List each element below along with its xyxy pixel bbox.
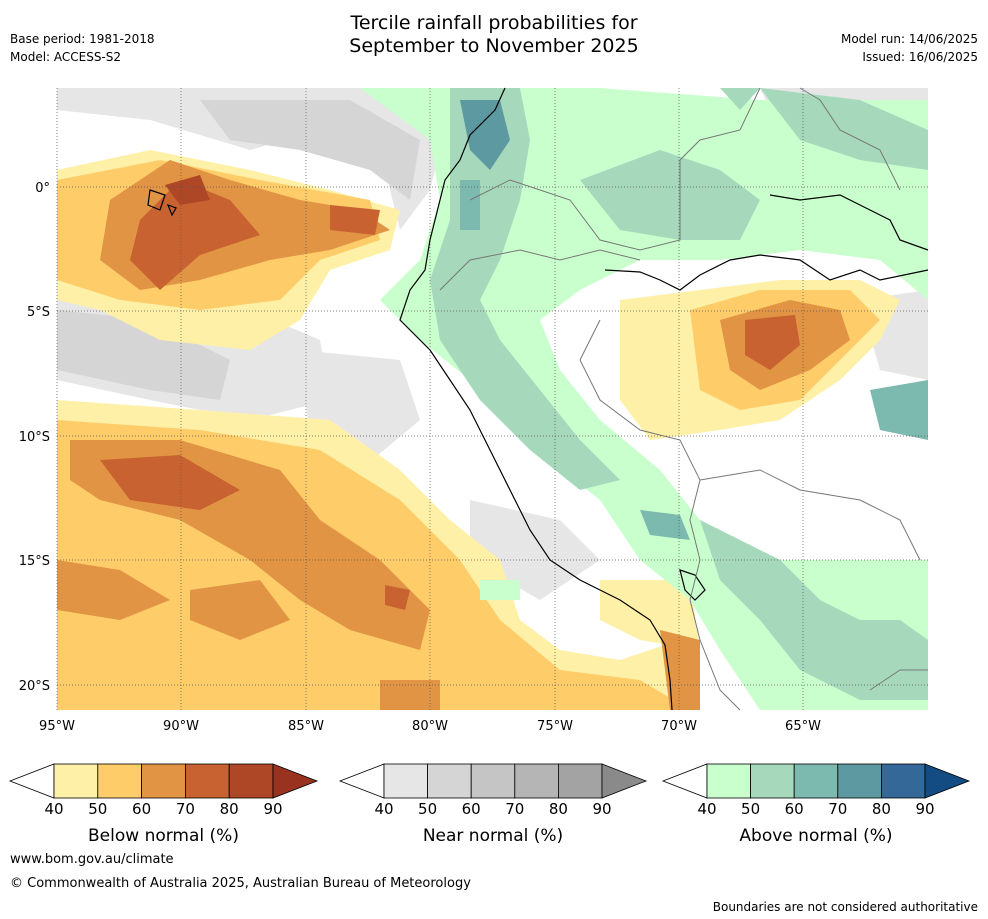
map-title: Tercile rainfall probabilities for Septe… bbox=[0, 12, 988, 58]
colorbar-below bbox=[8, 763, 319, 799]
footer-copyright: © Commonwealth of Australia 2025, Austra… bbox=[10, 876, 471, 891]
colorbar-near bbox=[338, 763, 648, 799]
issued-date: Issued: 16/06/2025 bbox=[862, 50, 978, 64]
above-normal-title: Above normal (%) bbox=[739, 826, 893, 846]
below-tick-70: 70 bbox=[175, 800, 195, 818]
model-run: Model run: 14/06/2025 bbox=[840, 32, 978, 46]
near-tick-60: 60 bbox=[461, 800, 481, 818]
below-tick-90: 90 bbox=[263, 800, 283, 818]
lat-label-0: 0° bbox=[35, 181, 50, 196]
title-line-1: Tercile rainfall probabilities for bbox=[350, 12, 638, 34]
lat-label-15s: 15°S bbox=[19, 554, 50, 569]
near-normal-title: Near normal (%) bbox=[422, 826, 564, 846]
lon-label-85w: 85°W bbox=[288, 719, 324, 734]
probability-fields bbox=[57, 88, 928, 710]
below-tick-40: 40 bbox=[44, 800, 64, 818]
graticule bbox=[56, 88, 928, 710]
lon-label-80w: 80°W bbox=[412, 719, 448, 734]
above-tick-80: 80 bbox=[871, 800, 891, 818]
title-line-2: September to November 2025 bbox=[349, 35, 639, 57]
above-tick-90: 90 bbox=[915, 800, 935, 818]
lon-label-90w: 90°W bbox=[163, 719, 199, 734]
near-tick-80: 80 bbox=[548, 800, 568, 818]
colorbar-above bbox=[661, 763, 971, 799]
lon-label-70w: 70°W bbox=[661, 719, 697, 734]
coastline bbox=[147, 87, 929, 711]
near-tick-50: 50 bbox=[418, 800, 438, 818]
below-tick-50: 50 bbox=[88, 800, 108, 818]
above-tick-40: 40 bbox=[697, 800, 717, 818]
below-normal-title: Below normal (%) bbox=[88, 826, 239, 846]
below-tick-60: 60 bbox=[132, 800, 152, 818]
near-tick-90: 90 bbox=[592, 800, 612, 818]
above-tick-60: 60 bbox=[784, 800, 804, 818]
lon-label-65w: 65°W bbox=[785, 719, 821, 734]
lat-label-20s: 20°S bbox=[19, 679, 50, 694]
lat-label-5s: 5°S bbox=[27, 305, 50, 320]
lon-label-95w: 95°W bbox=[39, 719, 75, 734]
lon-label-75w: 75°W bbox=[537, 719, 573, 734]
model-name: Model: ACCESS-S2 bbox=[10, 50, 122, 64]
lat-label-10s: 10°S bbox=[19, 430, 50, 445]
base-period: Base period: 1981-2018 bbox=[10, 32, 155, 46]
footer-url: www.bom.gov.au/climate bbox=[10, 852, 174, 867]
country-borders bbox=[439, 87, 928, 711]
above-tick-50: 50 bbox=[741, 800, 761, 818]
below-tick-80: 80 bbox=[219, 800, 239, 818]
above-tick-70: 70 bbox=[828, 800, 848, 818]
near-tick-40: 40 bbox=[374, 800, 394, 818]
near-tick-70: 70 bbox=[505, 800, 525, 818]
footer-disclaimer: Boundaries are not considered authoritat… bbox=[712, 900, 978, 914]
